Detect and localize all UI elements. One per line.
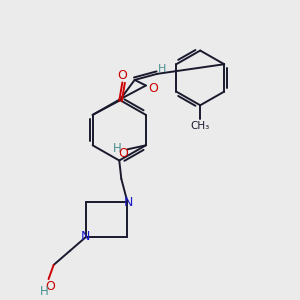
Text: O: O [148, 82, 158, 95]
Text: CH₃: CH₃ [190, 121, 210, 130]
Text: H: H [40, 285, 49, 298]
Text: O: O [117, 69, 127, 82]
Text: O: O [118, 147, 128, 160]
Text: N: N [124, 196, 133, 208]
Text: N: N [81, 230, 90, 243]
Text: H: H [158, 64, 166, 74]
Text: O: O [46, 280, 56, 293]
Text: H: H [113, 142, 122, 155]
